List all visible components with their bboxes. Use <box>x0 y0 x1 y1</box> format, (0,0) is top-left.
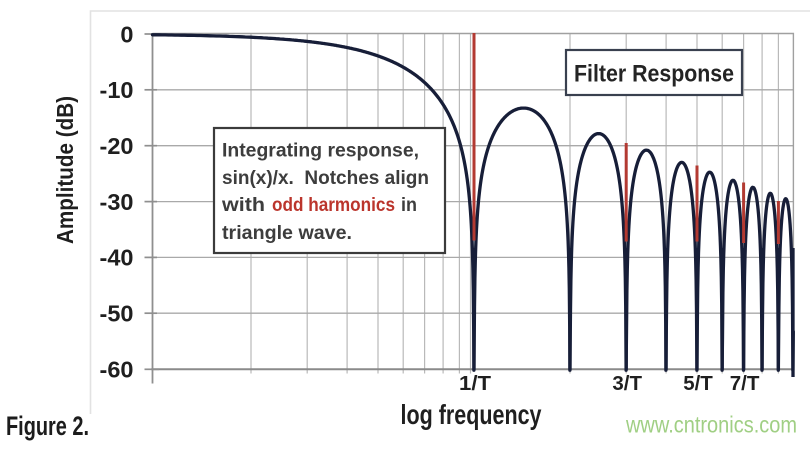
svg-text:Integrating response,: Integrating response, <box>222 139 419 161</box>
svg-text:triangle wave.: triangle wave. <box>222 222 352 244</box>
svg-text:Figure 2.: Figure 2. <box>6 411 89 441</box>
svg-text:with: with <box>221 194 265 216</box>
svg-text:in: in <box>401 194 417 216</box>
svg-text:0: 0 <box>120 21 133 47</box>
svg-text:log frequency: log frequency <box>401 399 542 430</box>
svg-text:Amplitude (dB): Amplitude (dB) <box>52 96 78 244</box>
svg-text:Filter Response: Filter Response <box>574 61 734 88</box>
svg-text:3/T: 3/T <box>612 372 642 395</box>
svg-text:1/T: 1/T <box>459 372 492 395</box>
svg-text:www.cntronics.com: www.cntronics.com <box>625 412 797 438</box>
svg-text:-30: -30 <box>100 189 134 215</box>
svg-text:sin(x)/x. Notches align: sin(x)/x. Notches align <box>222 167 429 189</box>
svg-text:odd harmonics: odd harmonics <box>272 194 395 216</box>
svg-text:-60: -60 <box>100 356 134 382</box>
svg-text:7/T: 7/T <box>730 372 760 395</box>
svg-text:-10: -10 <box>100 77 134 103</box>
svg-text:-50: -50 <box>100 301 134 327</box>
svg-text:-40: -40 <box>100 245 134 271</box>
svg-text:5/T: 5/T <box>683 372 713 395</box>
svg-text:-20: -20 <box>100 133 134 159</box>
